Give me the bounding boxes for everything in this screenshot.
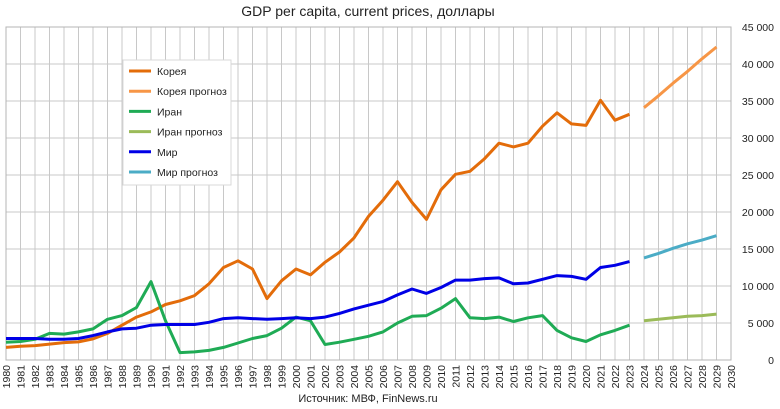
x-tick-label: 1992 — [175, 365, 187, 389]
y-tick-label: 35 000 — [742, 96, 774, 108]
x-tick-label: 1988 — [117, 365, 129, 389]
x-tick-label: 1999 — [277, 365, 289, 389]
x-tick-label: 1997 — [248, 365, 260, 389]
series-line-5 — [643, 234, 717, 260]
x-tick-label: 2022 — [610, 365, 622, 389]
legend-box — [122, 59, 232, 186]
x-tick-label: 2021 — [596, 365, 608, 389]
x-tick-label: 2003 — [335, 365, 347, 389]
x-tick-label: 1994 — [204, 365, 216, 389]
x-tick-label: 2016 — [523, 365, 535, 389]
legend: Корея Корея прогноз Иран Иран прогноз Мир Мир… — [122, 59, 232, 186]
x-tick-label: 2019 — [567, 365, 579, 389]
x-tick-label: 1982 — [30, 365, 42, 389]
x-tick-label: 2005 — [364, 365, 376, 389]
legend-label: Корея прогноз — [157, 86, 227, 98]
legend-label: Иран прогноз — [157, 127, 223, 139]
x-tick-label: 2017 — [538, 365, 550, 389]
series-line-1 — [643, 45, 718, 109]
legend-label: Иран — [157, 106, 182, 118]
y-tick-label: 10 000 — [742, 281, 774, 293]
x-tick-label: 2004 — [349, 365, 361, 389]
x-tick-label: 2025 — [654, 365, 666, 389]
x-tick-label: 1989 — [132, 365, 144, 389]
y-axis-ticks: 0 5 000 10 000 15 000 20 000 25 000 30 000 35 0… — [742, 22, 774, 367]
x-tick-label: 2011 — [451, 365, 463, 388]
legend-label: Корея — [157, 66, 186, 78]
y-tick-label: 15 000 — [742, 244, 774, 256]
x-tick-label: 1996 — [233, 365, 245, 389]
x-tick-label: 2002 — [320, 365, 332, 389]
x-tick-label: 2000 — [291, 365, 303, 389]
x-tick-label: 2027 — [683, 365, 695, 389]
x-tick-label: 2006 — [378, 365, 390, 389]
series-line-4 — [6, 260, 630, 341]
x-tick-label: 2026 — [668, 365, 680, 389]
x-tick-label: 1983 — [45, 365, 57, 389]
x-tick-label: 1984 — [59, 365, 71, 389]
legend-label: Мир — [157, 147, 178, 159]
series-lines — [5, 45, 718, 355]
x-tick-label: 1986 — [88, 365, 100, 389]
x-tick-label: 1995 — [219, 365, 231, 389]
x-tick-label: 2023 — [625, 365, 637, 389]
source-note: Источник: МВФ, FinNews.ru — [298, 393, 437, 405]
series-line-2 — [5, 280, 631, 355]
x-tick-label: 1985 — [74, 365, 86, 389]
x-axis-ticks: 1980 1981 1982 1983 1984 1985 1986 1987 1988 1989… — [1, 365, 738, 389]
x-tick-label: 2001 — [306, 365, 318, 389]
y-tick-label: 0 — [768, 355, 774, 367]
chart-title: GDP per capita, current prices, доллары — [241, 3, 494, 19]
x-tick-label: 2028 — [697, 365, 709, 389]
x-tick-label: 2009 — [422, 365, 434, 389]
y-tick-label: 45 000 — [742, 22, 774, 34]
x-tick-label: 2018 — [552, 365, 564, 389]
x-tick-label: 2015 — [509, 365, 521, 389]
y-tick-label: 25 000 — [742, 170, 774, 182]
x-tick-label: 2029 — [712, 365, 724, 389]
x-tick-label: 1998 — [262, 365, 274, 389]
legend-label: Мир прогноз — [157, 167, 218, 179]
x-tick-label: 2010 — [436, 365, 448, 389]
x-tick-label: 2012 — [465, 365, 477, 389]
x-tick-label: 2014 — [494, 365, 506, 389]
x-tick-label: 1981 — [16, 365, 28, 389]
plot-area-border — [5, 26, 732, 361]
y-tick-label: 20 000 — [742, 207, 774, 219]
x-tick-label: 1990 — [146, 365, 158, 389]
series-line-3 — [643, 312, 717, 323]
y-tick-label: 40 000 — [742, 59, 774, 71]
x-tick-label: 1987 — [103, 365, 115, 389]
x-tick-label: 2008 — [407, 365, 419, 389]
x-tick-label: 1991 — [161, 365, 173, 389]
y-tick-label: 5 000 — [748, 318, 774, 330]
x-tick-label: 2030 — [726, 365, 738, 389]
x-tick-label: 2024 — [639, 365, 651, 389]
x-tick-label: 2013 — [480, 365, 492, 389]
y-tick-label: 30 000 — [742, 133, 774, 145]
x-tick-label: 1993 — [190, 365, 202, 389]
x-tick-label: 2007 — [393, 365, 405, 389]
x-tick-label: 1980 — [1, 365, 13, 389]
x-tick-label: 2020 — [581, 365, 593, 389]
